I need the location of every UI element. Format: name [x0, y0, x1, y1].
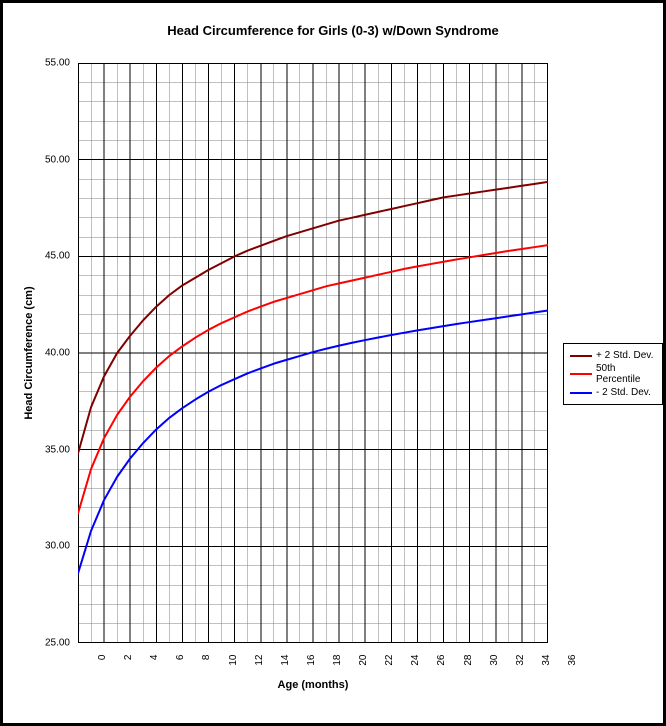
x-tick-label: 36: [567, 655, 578, 685]
legend: + 2 Std. Dev. 50th Percentile - 2 Std. Dev…: [563, 343, 663, 405]
legend-label: - 2 Std. Dev.: [596, 387, 651, 398]
y-tick-label: 30.00: [3, 541, 70, 552]
y-tick-label: 55.00: [3, 58, 70, 69]
legend-label: + 2 Std. Dev.: [596, 350, 653, 361]
y-tick-label: 40.00: [3, 348, 70, 359]
chart-frame: Head Circumference for Girls (0-3) w/Dow…: [0, 0, 666, 726]
legend-item: 50th Percentile: [570, 363, 656, 385]
y-tick-label: 45.00: [3, 251, 70, 262]
legend-item: + 2 Std. Dev.: [570, 350, 656, 361]
legend-swatch: [570, 351, 592, 361]
y-tick-label: 50.00: [3, 154, 70, 165]
legend-item: - 2 Std. Dev.: [570, 387, 656, 398]
y-tick-label: 35.00: [3, 444, 70, 455]
chart-title: Head Circumference for Girls (0-3) w/Dow…: [3, 23, 663, 38]
legend-swatch: [570, 369, 592, 379]
plot-svg: [78, 63, 548, 643]
x-axis-label: Age (months): [78, 679, 548, 691]
y-axis-label: Head Circumference (cm): [23, 273, 35, 433]
plot-area: [78, 63, 548, 643]
legend-label: 50th Percentile: [596, 363, 656, 385]
y-tick-label: 25.00: [3, 638, 70, 649]
legend-swatch: [570, 388, 592, 398]
